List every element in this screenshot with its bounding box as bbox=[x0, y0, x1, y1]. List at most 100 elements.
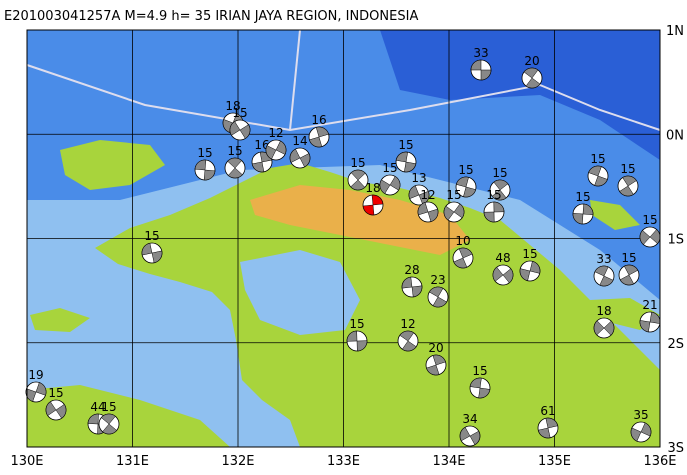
focal-mechanism: 20 bbox=[521, 54, 543, 89]
focal-mechanism: 15 bbox=[194, 146, 216, 181]
beachball-quadrant bbox=[399, 330, 417, 352]
focal-mechanism: 15 bbox=[346, 317, 368, 352]
depth-label: 12 bbox=[400, 317, 415, 331]
beachball-quadrant bbox=[443, 203, 465, 221]
plate-boundary bbox=[26, 64, 661, 132]
depth-label: 18 bbox=[225, 99, 240, 113]
focal-mechanism: 28 bbox=[401, 263, 423, 298]
focal-mechanism: 34 bbox=[459, 412, 481, 447]
focal-mechanism: 18 bbox=[362, 181, 384, 216]
depth-label: 16 bbox=[311, 113, 326, 127]
focal-mechanism: 19 bbox=[25, 368, 47, 403]
focal-mechanism: 15 bbox=[347, 156, 369, 191]
beachball-quadrant bbox=[455, 176, 477, 198]
focal-mechanism: 15 bbox=[224, 144, 246, 179]
beachball-quadrant bbox=[379, 176, 401, 194]
depth-label: 10 bbox=[455, 234, 470, 248]
beachball-quadrant bbox=[619, 264, 639, 286]
depth-label: 15 bbox=[349, 317, 364, 331]
depth-label: 15 bbox=[458, 163, 473, 177]
depth-label: 33 bbox=[596, 252, 611, 266]
focal-mechanism: 20 bbox=[425, 341, 447, 376]
depth-label: 44 bbox=[90, 400, 105, 414]
depth-label: 13 bbox=[411, 171, 426, 185]
focal-mechanism: 15 bbox=[455, 163, 477, 198]
focal-mechanism: 33 bbox=[593, 252, 615, 287]
beachball-quadrant bbox=[45, 401, 67, 419]
lat-label: 3S bbox=[667, 441, 684, 456]
lon-label: 131E bbox=[116, 454, 149, 469]
beachball-quadrant bbox=[491, 179, 509, 201]
beachball-quadrant bbox=[417, 202, 439, 222]
lat-label: 2S bbox=[667, 337, 684, 352]
lat-label: 1S bbox=[667, 233, 684, 248]
depth-label: 35 bbox=[633, 408, 648, 422]
lat-label: 1N bbox=[666, 24, 684, 39]
depth-label: 15 bbox=[144, 229, 159, 243]
beachball-quadrant bbox=[289, 148, 311, 168]
lon-label: 130E bbox=[10, 454, 43, 469]
title: E201003041257A M=4.9 h= 35 IRIAN JAYA RE… bbox=[4, 9, 418, 24]
focal-mechanism: 15 bbox=[618, 251, 640, 286]
beachball-quadrant bbox=[227, 157, 243, 179]
depth-label: 15 bbox=[575, 190, 590, 204]
beachball-quadrant bbox=[265, 140, 287, 160]
depth-label: 12 bbox=[268, 126, 283, 140]
beachball-quadrant bbox=[594, 265, 614, 287]
focal-mechanism: 18 bbox=[593, 304, 615, 339]
focal-mechanism: 33 bbox=[470, 46, 492, 81]
island bbox=[60, 140, 165, 190]
depth-label: 15 bbox=[232, 106, 247, 120]
beachball-quadrant bbox=[309, 126, 329, 148]
depth-label: 23 bbox=[430, 273, 445, 287]
depth-label: 21 bbox=[642, 298, 657, 312]
depth-label: 15 bbox=[492, 166, 507, 180]
lon-label: 132E bbox=[221, 454, 254, 469]
focal-mechanism: 15 bbox=[639, 213, 661, 248]
bay bbox=[240, 250, 360, 335]
island bbox=[590, 200, 640, 230]
depth-label: 15 bbox=[642, 213, 657, 227]
focal-mechanism: 15 bbox=[443, 188, 465, 223]
depth-label: 28 bbox=[404, 263, 419, 277]
depth-label: 15 bbox=[101, 400, 116, 414]
focal-mechanism: 23 bbox=[427, 273, 449, 308]
focal-mechanism: 14 bbox=[289, 134, 311, 169]
beachball-quadrant bbox=[453, 247, 473, 269]
depth-label: 18 bbox=[596, 304, 611, 318]
depth-label: 15 bbox=[350, 156, 365, 170]
beachball-quadrant bbox=[459, 426, 481, 446]
beachball-quadrant bbox=[469, 377, 491, 399]
depth-label: 15 bbox=[620, 162, 635, 176]
depth-label: 15 bbox=[197, 146, 212, 160]
focal-mechanism: 15 bbox=[587, 152, 609, 187]
frame bbox=[26, 29, 661, 448]
beachball-quadrant bbox=[630, 422, 652, 442]
highlands bbox=[250, 185, 470, 255]
island bbox=[27, 385, 230, 447]
focal-mechanism: 15 bbox=[483, 188, 505, 223]
focal-mechanism: 12 bbox=[265, 126, 287, 161]
focal-mechanism: 13 bbox=[408, 171, 430, 206]
beachball-quadrant bbox=[362, 194, 384, 216]
beachball-quadrant bbox=[141, 242, 163, 264]
focal-mechanism: 16 bbox=[251, 138, 273, 173]
beachball-quadrant bbox=[350, 169, 366, 191]
beachball-quadrant bbox=[401, 276, 423, 298]
depth-label: 15 bbox=[472, 364, 487, 378]
depth-label: 48 bbox=[495, 251, 510, 265]
focal-mechanism: 15 bbox=[519, 247, 541, 282]
beachball-quadrant bbox=[523, 67, 541, 89]
beachball-quadrant bbox=[426, 354, 446, 376]
focal-mechanism: 15 bbox=[379, 161, 401, 196]
depth-label: 15 bbox=[48, 386, 63, 400]
lon-label: 136E bbox=[643, 454, 676, 469]
depth-label: 33 bbox=[473, 46, 488, 60]
focal-mechanism: 61 bbox=[537, 404, 559, 439]
island bbox=[30, 308, 90, 332]
focal-mechanism: 15 bbox=[229, 106, 251, 141]
focal-mechanism: 15 bbox=[572, 190, 594, 225]
beachball-quadrant bbox=[194, 159, 216, 181]
beachball-quadrant bbox=[537, 417, 559, 439]
